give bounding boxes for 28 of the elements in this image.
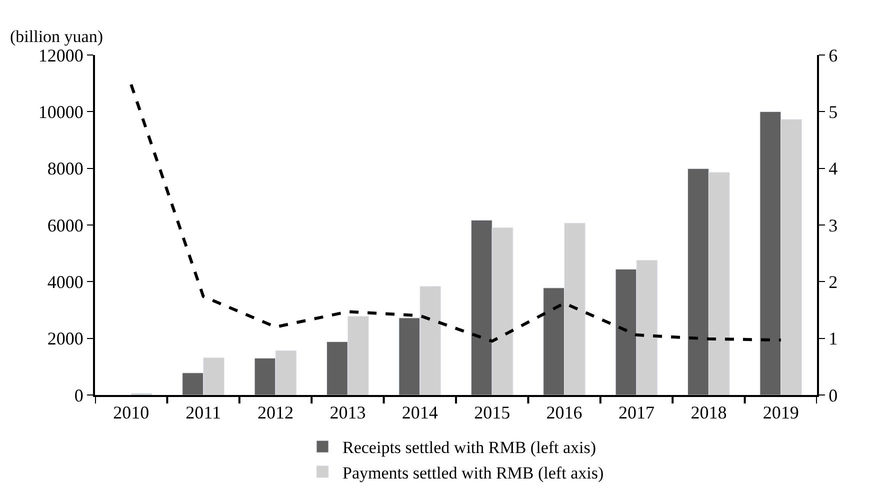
y-tick-label: 8000: [47, 158, 84, 179]
y2-tick-label: 5: [828, 102, 838, 122]
legend-label: Receipts settled with RMB (left axis): [342, 438, 596, 458]
line-series: [130, 82, 782, 343]
y-tick-label: 12000: [38, 45, 84, 66]
x-tick-label: 2016: [546, 402, 582, 423]
y2-tick-label: 0: [828, 385, 838, 406]
y-tick-label: 4000: [47, 272, 84, 292]
x-tick-label: 2015: [474, 402, 510, 423]
x-tick-label: 2018: [690, 402, 727, 423]
x-tick-label: 2010: [113, 402, 150, 423]
x-tick-label: 2012: [258, 402, 294, 423]
x-tick-label: 2011: [186, 402, 221, 423]
y-tick-label: 6000: [47, 215, 84, 236]
y2-tick-label: 1: [828, 328, 838, 349]
y-tick-label: 10000: [38, 102, 84, 122]
y2-tick-label: 3: [828, 215, 838, 236]
x-tick-label: 2013: [330, 402, 366, 423]
y2-tick-label: 6: [828, 45, 838, 66]
x-tick-label: 2017: [618, 402, 654, 423]
y-tick-label: 2000: [47, 328, 84, 349]
y-axis-title: (billion yuan): [10, 27, 104, 46]
x-tick-label: 2019: [762, 402, 799, 423]
y2-tick-label: 2: [828, 272, 838, 292]
y2-tick-label: 4: [828, 158, 838, 179]
y-tick-label: 0: [74, 385, 84, 406]
x-tick-label: 2014: [402, 402, 438, 423]
legend-label: Payments settled with RMB (left axis): [342, 463, 604, 482]
